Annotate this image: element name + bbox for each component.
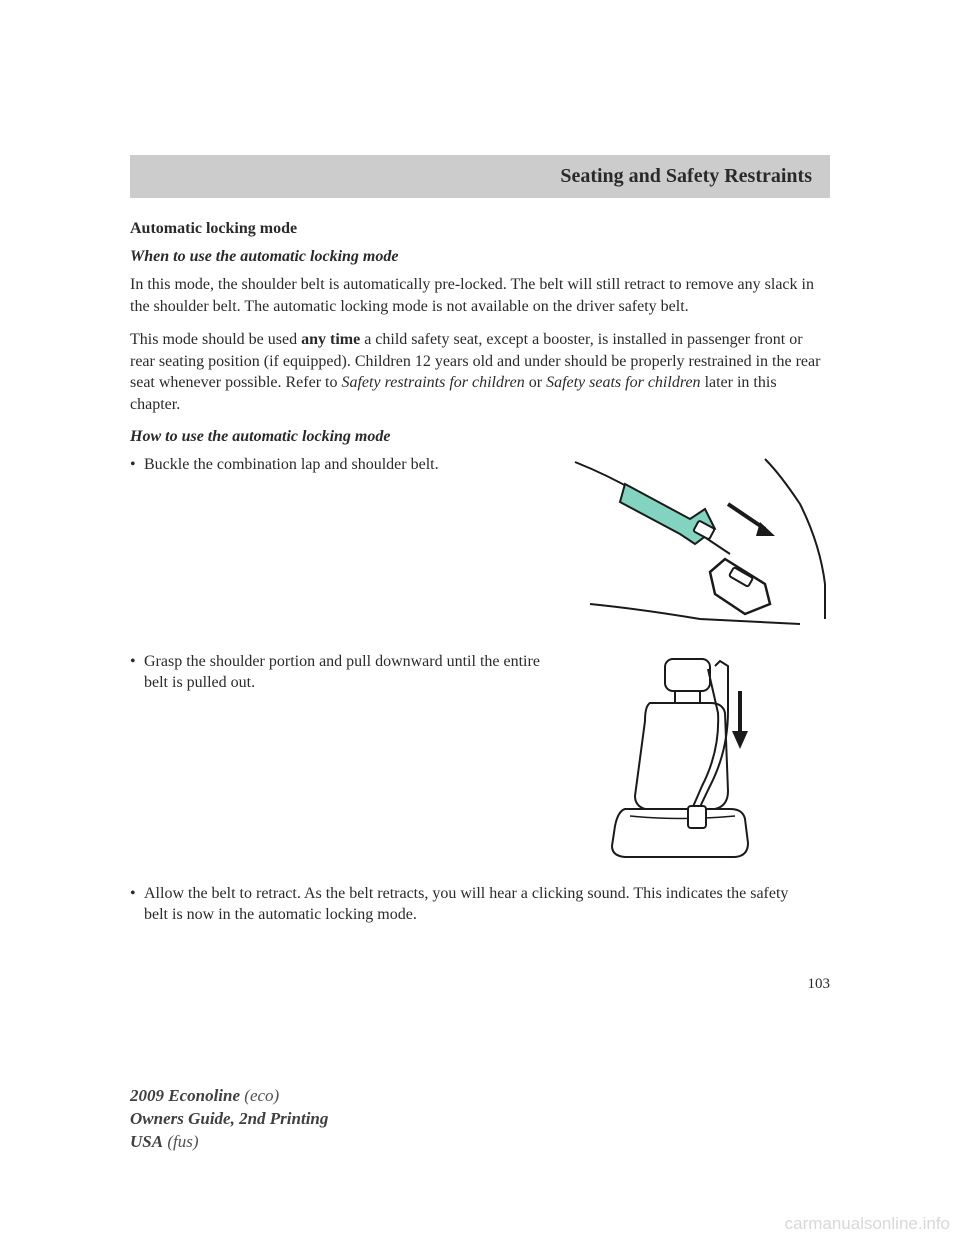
step-2-row: Grasp the shoulder portion and pull down…	[130, 651, 830, 861]
paragraph-1: In this mode, the shoulder belt is autom…	[130, 274, 830, 317]
p2-italic-2: Safety seats for children	[546, 374, 701, 391]
buckle-illustration	[570, 454, 830, 629]
page-number: 103	[130, 976, 830, 993]
footer-model: 2009 Econoline	[130, 1086, 240, 1105]
footer-line-3: USA (fus)	[130, 1131, 328, 1154]
chapter-title: Seating and Safety Restraints	[560, 165, 812, 187]
p2-italic-1: Safety restraints for children	[341, 374, 524, 391]
step-2-text: Grasp the shoulder portion and pull down…	[130, 651, 580, 694]
paragraph-2: This mode should be used any time a chil…	[130, 329, 830, 415]
footer-model-code: (eco)	[240, 1086, 279, 1105]
subsection-when-to-use: When to use the automatic locking mode	[130, 248, 830, 266]
footer-guide: Owners Guide, 2nd Printing	[130, 1108, 328, 1131]
footer: 2009 Econoline (eco) Owners Guide, 2nd P…	[130, 1085, 328, 1154]
chapter-header: Seating and Safety Restraints	[130, 155, 830, 198]
subsection-how-to-use: How to use the automatic locking mode	[130, 428, 830, 446]
step-3-row: Allow the belt to retract. As the belt r…	[130, 883, 830, 926]
seat-illustration	[580, 651, 800, 861]
p2-bold: any time	[301, 331, 360, 348]
step-1-row: Buckle the combination lap and shoulder …	[130, 454, 830, 629]
section-heading-auto-locking: Automatic locking mode	[130, 220, 830, 238]
step-1-text: Buckle the combination lap and shoulder …	[130, 454, 570, 476]
page-content: Seating and Safety Restraints Automatic …	[130, 155, 830, 993]
watermark: carmanualsonline.info	[785, 1214, 950, 1234]
step-3-text: Allow the belt to retract. As the belt r…	[130, 883, 830, 926]
p2-part-c: or	[525, 374, 546, 391]
footer-region-code: (fus)	[163, 1132, 198, 1151]
footer-region: USA	[130, 1132, 163, 1151]
footer-line-1: 2009 Econoline (eco)	[130, 1085, 328, 1108]
p2-part-a: This mode should be used	[130, 331, 301, 348]
